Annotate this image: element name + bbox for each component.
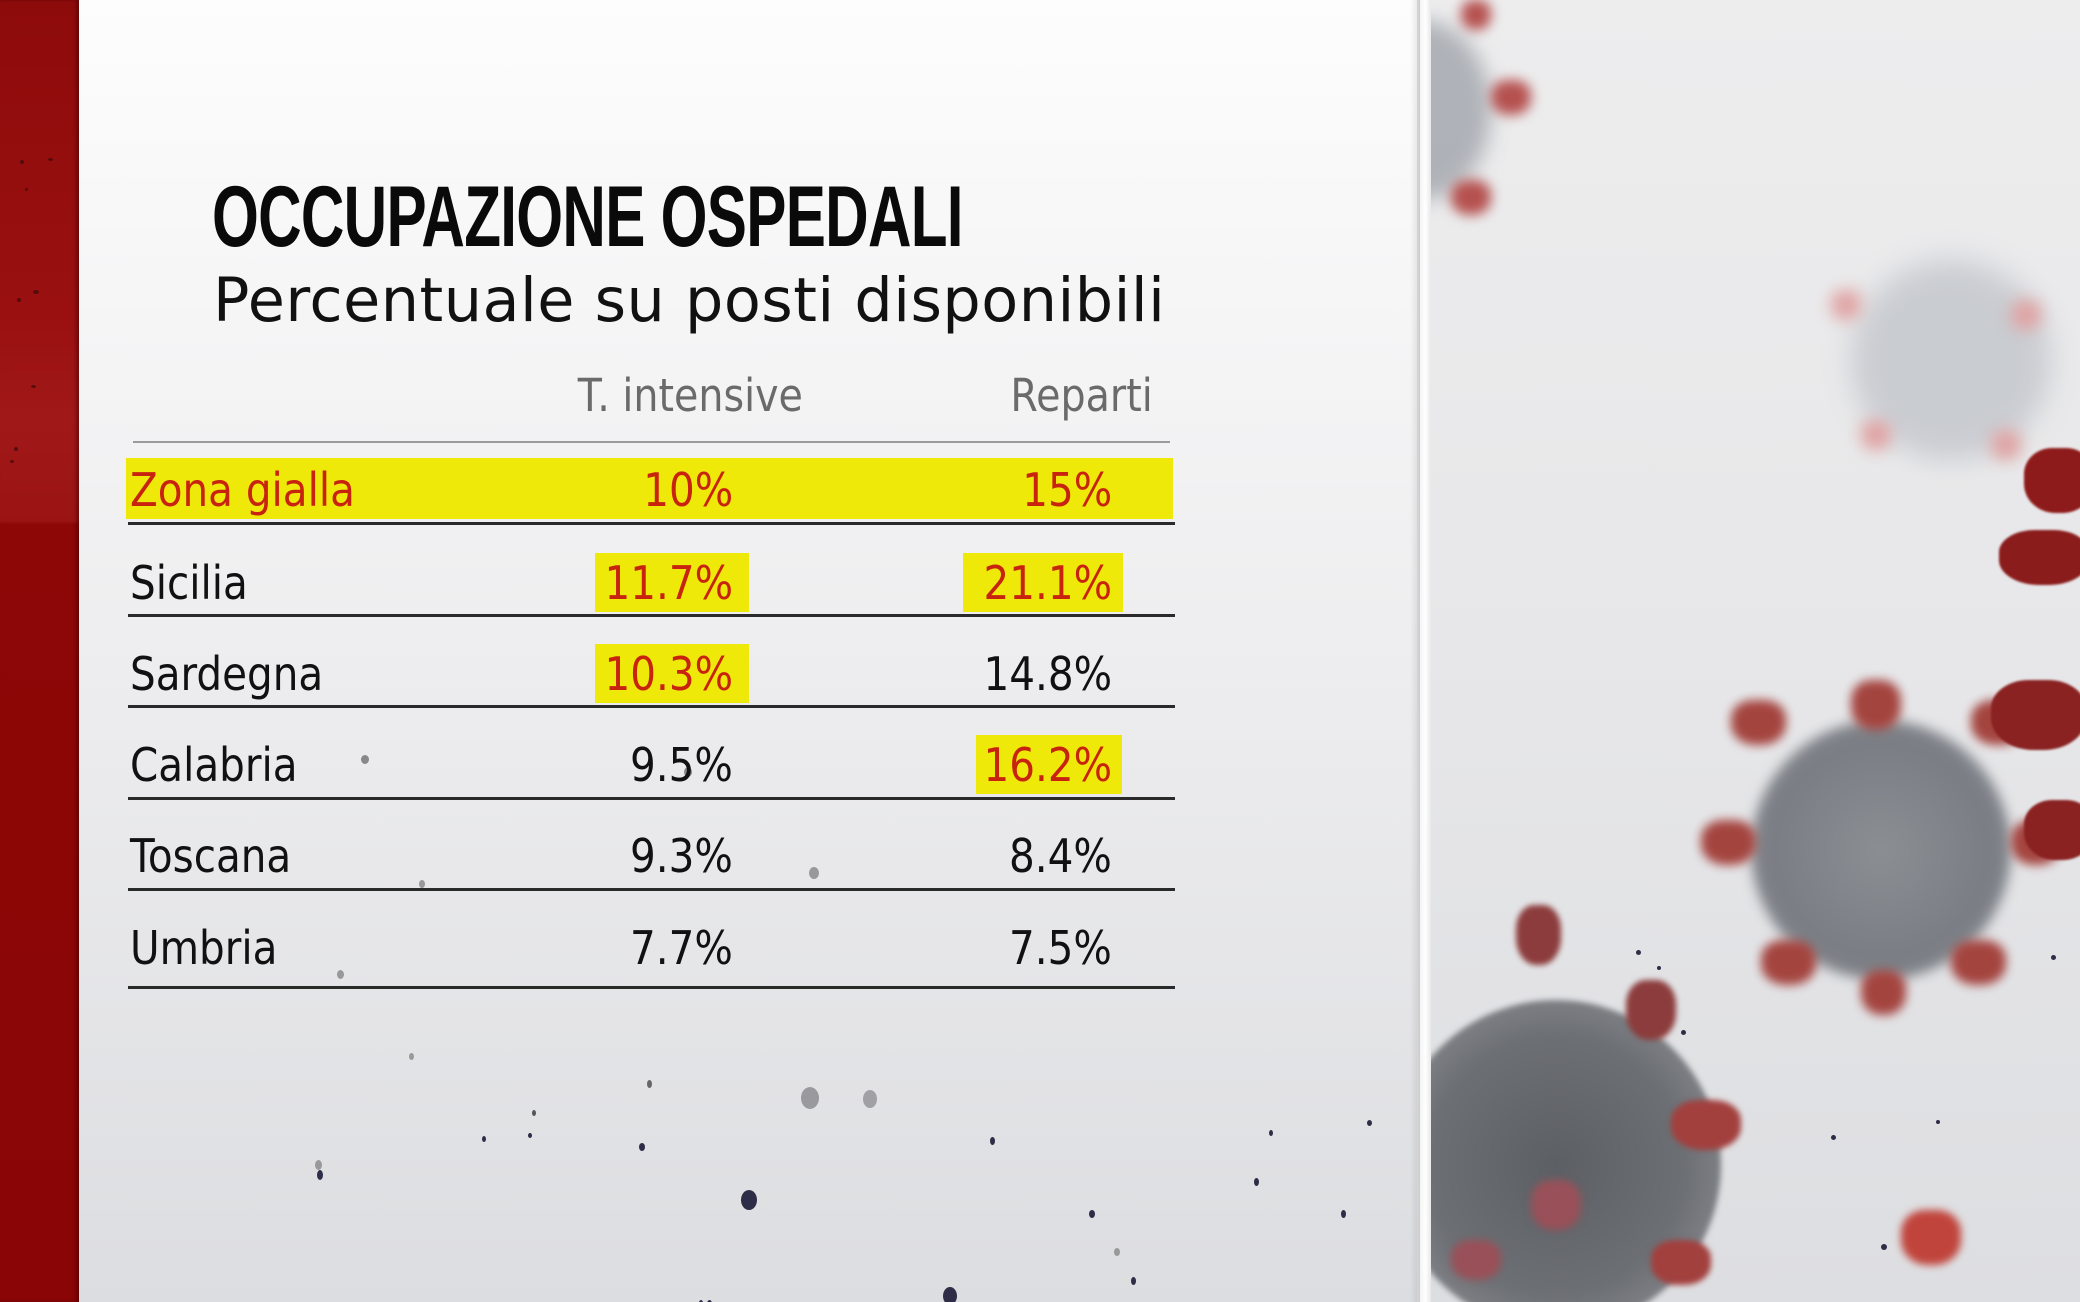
row-label: Zona gialla bbox=[130, 463, 355, 517]
row-label: Umbria bbox=[130, 921, 278, 975]
value-reparti: 16.2% bbox=[983, 738, 1112, 792]
row-divider bbox=[128, 797, 1175, 800]
row-label: Calabria bbox=[130, 738, 298, 792]
row-label: Sicilia bbox=[130, 556, 248, 610]
graphic-panel: OCCUPAZIONE OSPEDALI Percentuale su post… bbox=[79, 0, 1417, 1302]
cell-highlight bbox=[976, 735, 1122, 794]
value-reparti: 8.4% bbox=[1009, 829, 1112, 883]
virus-icon bbox=[1751, 720, 2011, 980]
value-reparti: 14.8% bbox=[983, 647, 1112, 701]
value-t-intensive: 11.7% bbox=[604, 556, 733, 610]
value-t-intensive: 7.7% bbox=[630, 921, 733, 975]
value-reparti: 7.5% bbox=[1009, 921, 1112, 975]
row-divider bbox=[128, 705, 1175, 708]
graphic-title: OCCUPAZIONE OSPEDALI bbox=[212, 169, 964, 265]
row-label: Toscana bbox=[130, 829, 292, 883]
panel-divider bbox=[1420, 0, 1431, 1302]
row-divider bbox=[128, 614, 1175, 617]
panel-divider-shadow bbox=[1410, 0, 1420, 1302]
value-t-intensive: 10% bbox=[643, 463, 733, 517]
accent-bar bbox=[0, 0, 79, 1302]
virus-icon bbox=[1431, 20, 1491, 200]
graphic-subtitle: Percentuale su posti disponibili bbox=[213, 265, 1166, 336]
row-highlight bbox=[126, 458, 1173, 519]
cell-highlight bbox=[963, 553, 1123, 612]
virus-background-image bbox=[1431, 0, 2080, 1302]
value-t-intensive: 9.3% bbox=[630, 829, 733, 883]
row-divider bbox=[128, 522, 1175, 525]
virus-spike bbox=[2024, 448, 2080, 513]
row-divider bbox=[128, 888, 1175, 891]
value-t-intensive: 10.3% bbox=[604, 647, 733, 701]
value-t-intensive: 9.5% bbox=[630, 738, 733, 792]
value-reparti: 15% bbox=[1022, 463, 1112, 517]
value-reparti: 21.1% bbox=[983, 556, 1112, 610]
cell-highlight bbox=[595, 644, 749, 703]
row-divider bbox=[128, 986, 1175, 989]
header-divider bbox=[133, 441, 1170, 443]
column-header-t-intensive: T. intensive bbox=[577, 369, 803, 422]
row-label: Sardegna bbox=[130, 647, 324, 701]
cell-highlight bbox=[595, 553, 749, 612]
column-header-reparti: Reparti bbox=[1010, 369, 1153, 422]
